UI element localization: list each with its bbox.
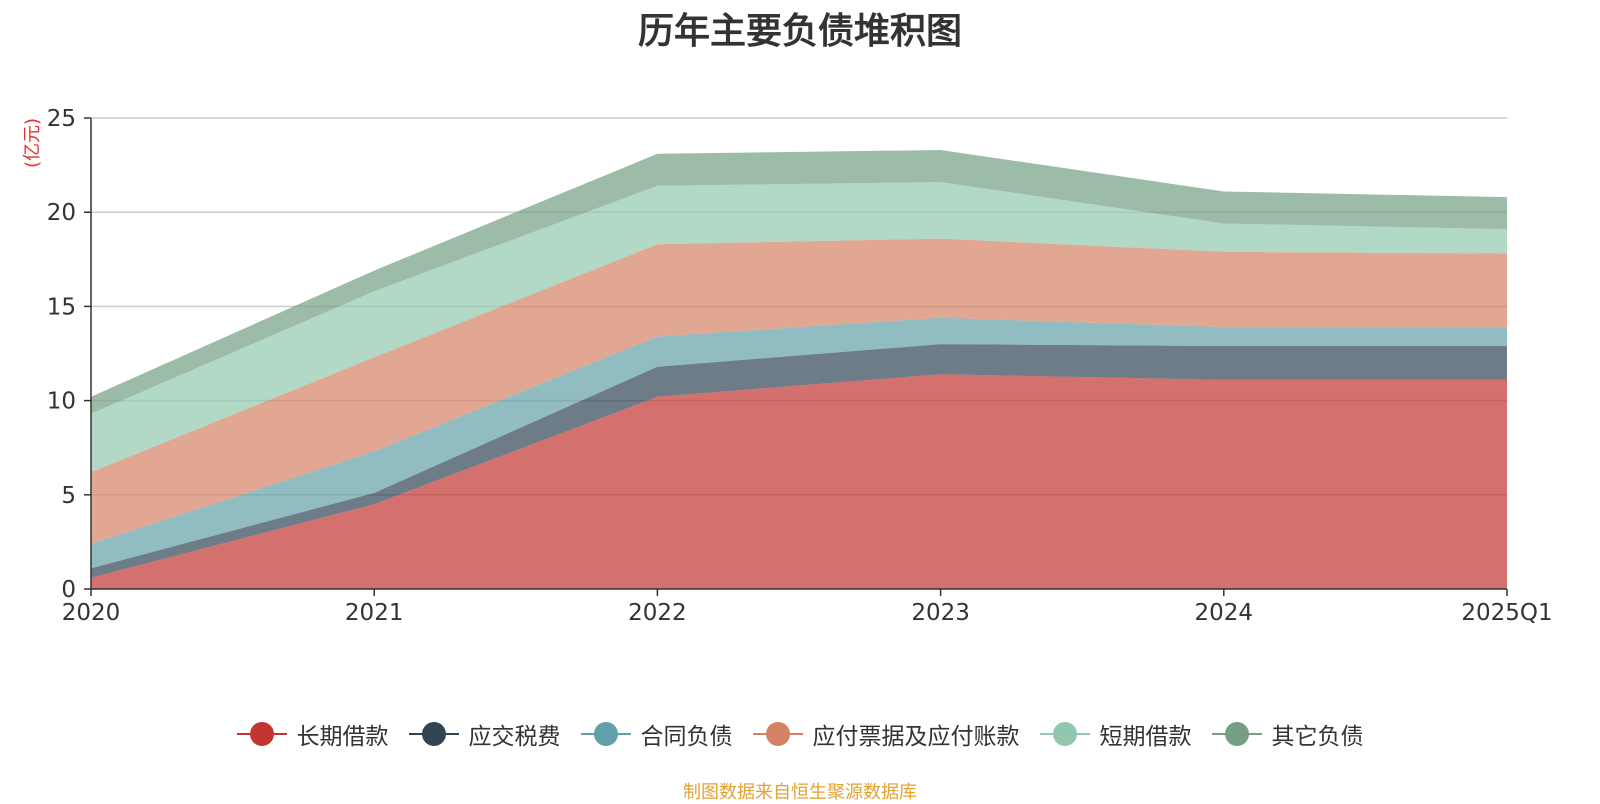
y-tick-label: 10	[47, 389, 76, 415]
legend-marker-icon	[1211, 719, 1262, 749]
legend-item-4[interactable]: 应付票据及应付账款	[752, 717, 1020, 751]
y-unit-label: (亿元)	[22, 118, 43, 168]
y-tick-label: 15	[47, 294, 76, 320]
legend-item-5[interactable]: 短期借款	[1039, 717, 1192, 751]
x-tick-label: 2022	[628, 600, 687, 626]
legend-marker-icon	[580, 719, 631, 749]
legend-label: 短期借款	[1099, 724, 1192, 750]
y-ticks: 0 5 10 15 20 25	[47, 106, 91, 603]
legend: 长期借款 应交税费 合同负债 应付票据及应付账款 短期借款 其它负债	[0, 714, 1600, 754]
legend-label: 长期借款	[296, 724, 389, 750]
area-2	[91, 344, 1507, 578]
legend-item-1[interactable]: 长期借款	[236, 717, 389, 751]
legend-label: 应交税费	[468, 724, 561, 750]
legend-item-3[interactable]: 合同负债	[580, 717, 733, 751]
legend-label: 应付票据及应付账款	[812, 724, 1020, 750]
area-1	[91, 374, 1507, 589]
y-tick-label: 0	[61, 577, 76, 603]
x-ticks: 2020 2021 2022 2023 2024 2025Q1	[62, 589, 1553, 626]
y-tick-label: 25	[47, 106, 76, 132]
area-5	[91, 182, 1507, 473]
area-4	[91, 238, 1507, 544]
legend-label: 其它负债	[1271, 724, 1364, 750]
x-tick-label: 2020	[62, 600, 121, 626]
chart-title: 历年主要负债堆积图	[637, 11, 962, 52]
x-tick-label: 2021	[345, 600, 404, 626]
axes	[90, 118, 1507, 590]
legend-marker-icon	[408, 719, 459, 749]
y-tick-label: 20	[47, 200, 76, 226]
legend-marker-icon	[752, 719, 803, 749]
area-3	[91, 317, 1507, 569]
x-tick-label: 2023	[911, 600, 970, 626]
area-series	[91, 150, 1507, 589]
source-note: 制图数据来自恒生聚源数据库	[683, 782, 917, 803]
legend-marker-icon	[236, 719, 287, 749]
x-tick-label: 2025Q1	[1461, 600, 1552, 626]
legend-label: 合同负债	[640, 724, 733, 750]
legend-item-2[interactable]: 应交税费	[408, 717, 561, 751]
legend-marker-icon	[1039, 719, 1090, 749]
y-tick-label: 5	[61, 483, 76, 509]
x-tick-label: 2024	[1195, 600, 1254, 626]
area-6	[91, 150, 1507, 414]
legend-item-6[interactable]: 其它负债	[1211, 717, 1364, 751]
